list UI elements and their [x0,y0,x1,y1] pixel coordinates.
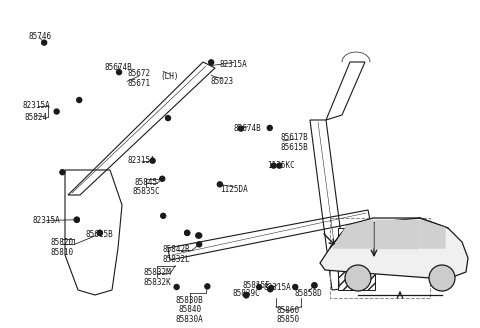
Circle shape [257,284,262,290]
Circle shape [197,242,202,247]
Text: 85674B: 85674B [105,63,132,72]
Circle shape [345,265,371,291]
Circle shape [161,213,166,218]
Circle shape [205,284,210,289]
Circle shape [185,230,190,236]
Text: 1125DA: 1125DA [220,185,248,194]
Circle shape [174,284,179,290]
Polygon shape [375,220,418,248]
Text: 85820
85810: 85820 85810 [51,238,74,257]
Text: 82315A: 82315A [128,156,156,165]
Text: 1125KC: 1125KC [267,161,295,170]
Circle shape [77,97,82,103]
Text: (LH): (LH) [161,72,179,81]
Text: 85617B
85615B: 85617B 85615B [280,133,308,152]
Text: 85842R
85832L: 85842R 85832L [163,245,191,264]
Circle shape [244,293,249,298]
Circle shape [267,125,272,131]
Circle shape [312,283,317,288]
Circle shape [166,115,170,121]
Circle shape [312,283,317,288]
Circle shape [269,285,274,291]
Circle shape [185,230,190,236]
Circle shape [217,182,222,187]
Circle shape [268,287,273,292]
Text: 85858D: 85858D [295,289,323,298]
Text: 82315A: 82315A [264,283,291,292]
Text: 85672
85671: 85672 85671 [127,69,150,88]
Circle shape [239,126,243,131]
Text: 85845
85835C: 85845 85835C [132,177,160,196]
Circle shape [429,265,455,291]
Circle shape [60,170,65,175]
Text: 82315A: 82315A [33,216,60,225]
Text: 85023: 85023 [210,76,233,86]
Circle shape [271,163,276,168]
Circle shape [150,158,155,163]
Polygon shape [333,220,373,248]
Polygon shape [338,228,375,290]
Text: 85815E: 85815E [243,281,271,290]
Polygon shape [420,220,445,248]
Polygon shape [320,218,468,278]
Circle shape [117,70,121,75]
Text: 85824: 85824 [24,113,48,122]
Text: 85746: 85746 [28,31,51,41]
Text: 85830B
85840
85830A: 85830B 85840 85830A [176,296,204,324]
Text: 85860
85850: 85860 85850 [276,305,300,324]
Circle shape [209,60,214,65]
Circle shape [97,230,102,236]
Text: 82315A: 82315A [220,60,248,69]
Circle shape [197,233,202,238]
Circle shape [160,176,165,181]
Text: 85832M
85832K: 85832M 85832K [144,268,171,287]
Text: 85615B: 85615B [85,230,113,239]
Circle shape [54,109,59,114]
Circle shape [42,40,47,45]
Circle shape [97,230,102,236]
Text: 85839C: 85839C [232,289,260,298]
Circle shape [293,284,298,290]
Text: 85674B: 85674B [234,124,262,133]
Circle shape [277,163,282,168]
Circle shape [74,217,79,222]
Circle shape [244,293,249,298]
Text: 82315A: 82315A [22,101,50,110]
Circle shape [74,217,79,222]
Circle shape [196,233,201,238]
